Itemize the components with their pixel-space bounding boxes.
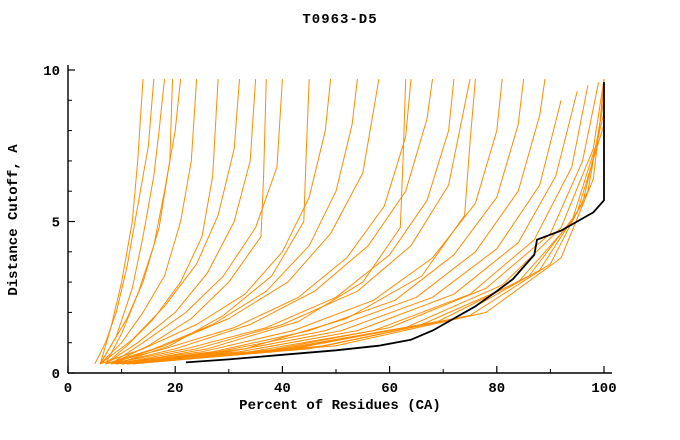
x-tick-label: 20: [167, 381, 184, 397]
model-curve: [121, 100, 562, 365]
model-curve: [110, 79, 433, 365]
x-tick-label: 0: [64, 381, 72, 397]
model-curve: [105, 79, 412, 365]
model-curve: [94, 79, 155, 365]
y-tick-label: 5: [52, 216, 60, 232]
model-curve: [105, 79, 182, 365]
x-tick-label: 100: [591, 381, 616, 397]
model-curve: [132, 88, 605, 365]
model-curve: [99, 79, 240, 365]
model-curve: [105, 79, 257, 365]
model-curve: [116, 79, 310, 365]
model-curve: [105, 79, 358, 365]
x-tick-label: 40: [274, 381, 291, 397]
model-curve: [126, 79, 605, 365]
model-curve: [110, 79, 267, 365]
model-curve: [116, 79, 546, 365]
model-curve: [100, 79, 332, 365]
model-curve: [99, 79, 165, 365]
model-curve: [121, 82, 600, 365]
model-curve: [116, 79, 471, 365]
x-tick-label: 80: [488, 381, 505, 397]
model-curve: [105, 79, 219, 365]
model-curve: [99, 79, 198, 365]
model-curve: [110, 79, 283, 365]
model-curve: [132, 112, 605, 365]
model-curve: [116, 91, 578, 365]
x-axis-label: Percent of Residues (CA): [239, 398, 441, 414]
model-curve: [126, 79, 476, 365]
model-curve: [110, 79, 380, 365]
model-curve: [126, 100, 605, 365]
x-tick-label: 60: [381, 381, 398, 397]
model-curve: [110, 79, 455, 365]
model-curve: [99, 79, 144, 365]
model-curve: [121, 79, 407, 365]
model-curve: [116, 79, 525, 365]
chart-title: T0963-D5: [302, 12, 378, 28]
y-tick-label: 0: [52, 367, 60, 383]
y-tick-label: 10: [43, 64, 60, 80]
highlighted-curve: [185, 82, 605, 364]
model-curve: [110, 79, 503, 365]
